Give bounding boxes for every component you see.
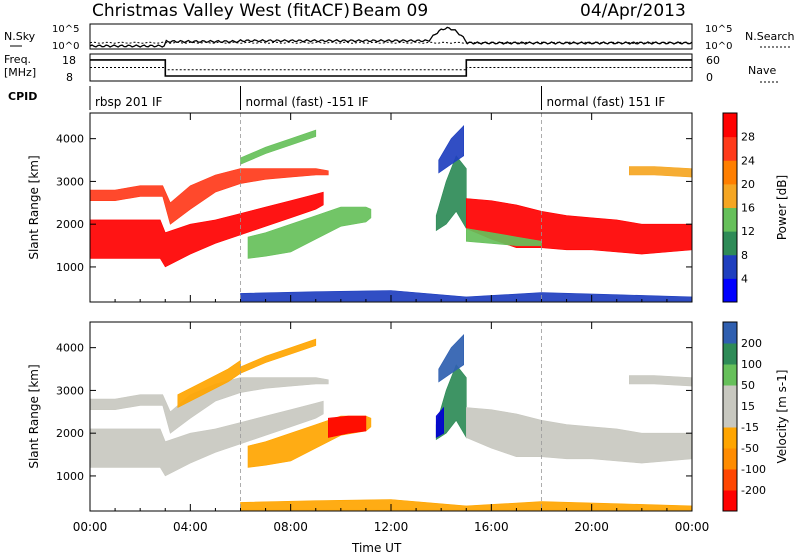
colorbar-frame (722, 112, 738, 303)
nsky-tick-bottom: 10^0 (52, 41, 79, 52)
freq-label: Freq. (4, 53, 31, 66)
colorbar-frame (722, 321, 738, 512)
colorbar-segment (723, 322, 737, 344)
y-axis-label: Slant Range [km] (27, 364, 41, 468)
echo-region-band-a (89, 400, 324, 477)
colorbar-tick-label: 200 (741, 337, 762, 350)
colorbar-tick-label: 16 (741, 202, 755, 215)
cpid-segment-label: normal (fast) -151 IF (246, 95, 369, 109)
nave-tick-bottom: 0 (706, 71, 713, 84)
colorbar-label: Power [dB] (775, 175, 789, 240)
colorbar-tick-label: 4 (741, 272, 748, 285)
cpid-label: CPID (8, 90, 37, 103)
y-axis-label: Slant Range [km] (27, 155, 41, 259)
colorbar-segment (723, 254, 737, 279)
x-axis-label: Time UT (351, 541, 402, 554)
x-tick-label: 00:00 (675, 520, 710, 534)
cpid-row: CPID rbsp 201 IF normal (fast) -151 IF nor… (8, 86, 665, 110)
x-tick-label: 08:00 (273, 520, 308, 534)
echo-region-plume (438, 334, 465, 383)
cpid-segment-label: normal (fast) 151 IF (547, 95, 666, 109)
colorbar-segment (723, 469, 737, 491)
colorbar-segment (723, 490, 737, 512)
echo-region-band-d (240, 338, 317, 374)
colorbar-segment (723, 231, 737, 256)
colorbar-tick-label: -15 (741, 421, 759, 434)
nave-tick-top: 60 (706, 54, 720, 67)
echo-region-band-b (89, 168, 329, 225)
freq-tick-bottom: 8 (66, 71, 73, 84)
colorbar-segment (723, 278, 737, 303)
colorbar-tick-label: -100 (741, 463, 766, 476)
echo-region-plume (438, 125, 465, 174)
echo-region-blob (247, 206, 372, 259)
colorbar-segment (723, 364, 737, 386)
colorbar-tick-label: -200 (741, 484, 766, 497)
y-tick-label: 4000 (56, 133, 84, 146)
beam-label: Beam 09 (352, 1, 428, 21)
chart-title: Christmas Valley West (fitACF) (92, 1, 350, 21)
y-tick-label: 2000 (56, 218, 84, 231)
y-tick-label: 1000 (56, 261, 84, 274)
nave-series (90, 67, 692, 71)
nsearch-series (89, 41, 693, 44)
y-tick-label: 1000 (56, 470, 84, 483)
y-tick-label: 2000 (56, 427, 84, 440)
echo-region-band-a (89, 191, 324, 268)
velocity-panel: 1000 2000 3000 4000 Slant Range [km] -200 -100… (27, 321, 789, 534)
colorbar-segment (723, 448, 737, 470)
echo-region-late-lower (465, 228, 542, 246)
colorbar-segment (723, 385, 737, 407)
nsky-frame (89, 23, 693, 50)
colorbar-segment (723, 113, 737, 138)
date-label: 04/Apr/2013 (580, 1, 686, 21)
nave-label: Nave (748, 64, 776, 77)
nsearch-label: N.Search (745, 30, 795, 43)
colorbar-segment (723, 343, 737, 365)
freq-tick-top: 18 (62, 54, 76, 67)
colorbar-tick-label: 15 (741, 400, 755, 413)
x-tick-label: 12:00 (374, 520, 409, 534)
nsky-label: N.Sky (4, 30, 36, 43)
colorbar-tick-label: 12 (741, 225, 755, 238)
colorbar-tick-label: 100 (741, 358, 762, 371)
x-tick-label: 20:00 (574, 520, 609, 534)
freq-series (90, 59, 692, 77)
colorbar-segment (723, 207, 737, 232)
echo-region-band-c (240, 129, 317, 165)
x-tick-label: 00:00 (73, 520, 108, 534)
colorbar-segment (723, 160, 737, 185)
nsky-series (89, 26, 693, 48)
x-tick-label: 04:00 (173, 520, 208, 534)
colorbar-tick-label: 28 (741, 131, 755, 144)
nsearch-tick-top: 10^5 (705, 24, 732, 35)
nsky-panel: N.Sky 10^5 10^0 10^5 10^0 N.Search (4, 23, 795, 52)
colorbar-segment (723, 136, 737, 161)
y-tick-label: 4000 (56, 342, 84, 355)
echo-region-blob-core (327, 415, 367, 438)
colorbar-segment (723, 406, 737, 428)
colorbar-label: Velocity [m s-1] (775, 370, 789, 464)
power-panel: 1000 2000 3000 4000 Slant Range [km] 4 8 12 16 20… (27, 112, 789, 303)
colorbar-tick-label: 20 (741, 178, 755, 191)
nsky-tick-top: 10^5 (52, 24, 79, 35)
colorbar-tick-label: 8 (741, 249, 748, 262)
cpid-segment-label: rbsp 201 IF (95, 95, 162, 109)
colorbar-segment (723, 427, 737, 449)
freq-unit-label: [MHz] (4, 66, 36, 79)
colorbar-tick-label: 24 (741, 154, 755, 167)
freq-panel: Freq. [MHz] 18 8 60 0 Nave (4, 53, 780, 84)
y-tick-label: 3000 (56, 384, 84, 397)
y-tick-label: 3000 (56, 175, 84, 188)
nsearch-tick-bottom: 10^0 (705, 41, 732, 52)
colorbar-tick-label: -50 (741, 442, 759, 455)
colorbar-tick-label: 50 (741, 379, 755, 392)
echo-region-gap-blue (435, 406, 445, 439)
colorbar-segment (723, 183, 737, 208)
x-tick-label: 16:00 (474, 520, 509, 534)
